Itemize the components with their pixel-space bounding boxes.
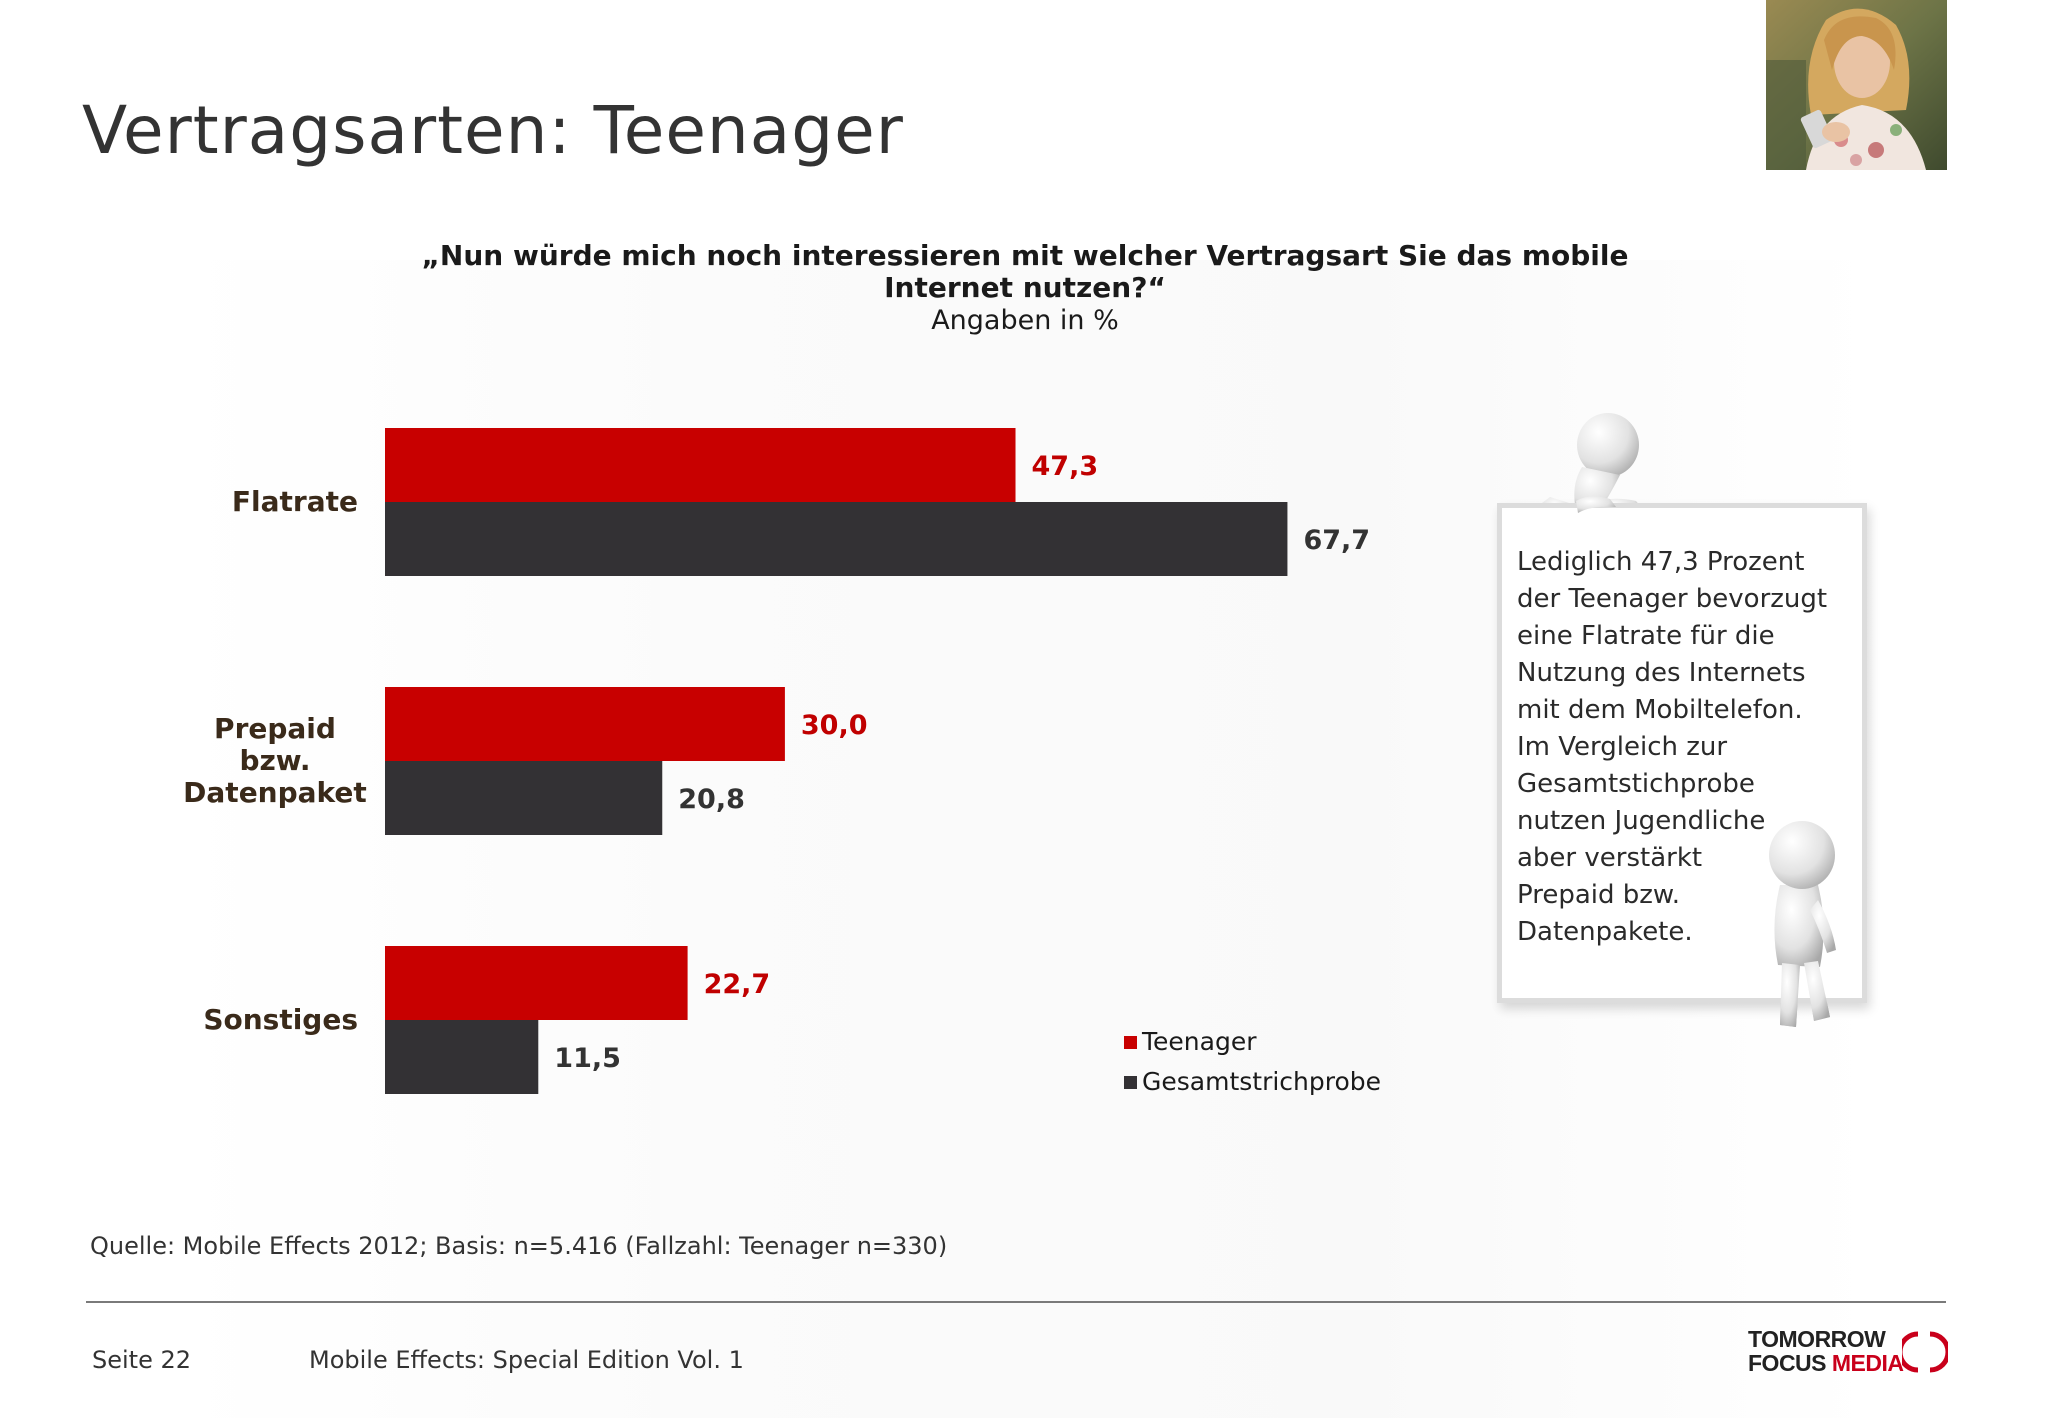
callout-line: nutzen Jugendliche [1517,806,1766,836]
category-label: Sonstiges [156,1004,358,1036]
callout-line: Gesamtstichprobe [1517,769,1755,799]
bar-gesamt [385,502,1288,576]
teenager-photo [1766,0,1947,170]
data-label-teenager: 30,0 [801,710,868,741]
legend-swatch-teenager [1124,1036,1137,1049]
callout-line: Datenpakete. [1517,917,1693,947]
callout-line: mit dem Mobiltelefon. [1517,695,1803,725]
figure-head-icon [1577,413,1639,477]
bar-gesamt [385,761,663,835]
chart-question: „Nun würde mich noch interessieren mit w… [421,239,1629,304]
callout-line: Im Vergleich zur [1517,732,1728,762]
legend-swatch-gesamt [1124,1076,1137,1089]
category-label-line: Prepaid [214,712,336,745]
logo-arc-icon [1902,1331,1948,1373]
bar-teenager [385,946,688,1020]
callout-line: aber verstärkt [1517,843,1703,873]
logo-line-2: FOCUS MEDIA [1748,1350,1904,1377]
category-label-line: Flatrate [231,485,358,518]
callout-line: Nutzung des Internets [1517,658,1806,688]
page-title: Vertragsarten: Teenager [82,92,904,169]
footer-divider [86,1301,1946,1303]
data-label-gesamt: 67,7 [1303,525,1370,556]
chart-unit-label: Angaben in % [931,305,1119,336]
category-label-line: Datenpaket [183,776,367,809]
legend-label-teenager: Teenager [1142,1027,1257,1056]
legend-item-teenager: Teenager [1124,1027,1256,1056]
company-logo: TOMORROW FOCUS MEDIA [1748,1326,1953,1376]
callout-text: Lediglich 47,3 Prozent der Teenager bevor… [1517,544,1857,951]
footer-publication: Mobile Effects: Special Edition Vol. 1 [309,1346,744,1374]
source-note: Quelle: Mobile Effects 2012; Basis: n=5.… [90,1232,948,1260]
category-label: Prepaid bzw. Datenpaket [130,713,420,809]
bar-teenager [385,428,1016,502]
logo-word-focus: FOCUS [1748,1350,1827,1376]
category-label: Flatrate [156,486,358,518]
category-label-line: Sonstiges [203,1003,358,1036]
data-label-gesamt: 11,5 [554,1043,621,1074]
bar-teenager [385,687,785,761]
legend-label-gesamt: Gesamtstrichprobe [1142,1067,1382,1096]
callout-line: eine Flatrate für die [1517,621,1775,651]
data-label-gesamt: 20,8 [678,784,745,815]
data-label-teenager: 22,7 [704,969,771,1000]
data-label-teenager: 47,3 [1032,451,1099,482]
legend-item-gesamt: Gesamtstrichprobe [1124,1067,1381,1096]
callout-line: Prepaid bzw. [1517,880,1681,910]
callout-line: der Teenager bevorzugt [1517,584,1828,614]
category-label-line: bzw. [239,744,311,777]
page-number: Seite 22 [92,1346,192,1374]
logo-line-1: TOMORROW [1748,1326,1886,1352]
logo-word-media: MEDIA [1831,1350,1904,1376]
callout-line: Lediglich 47,3 Prozent [1517,547,1805,577]
bar-gesamt [385,1020,539,1094]
